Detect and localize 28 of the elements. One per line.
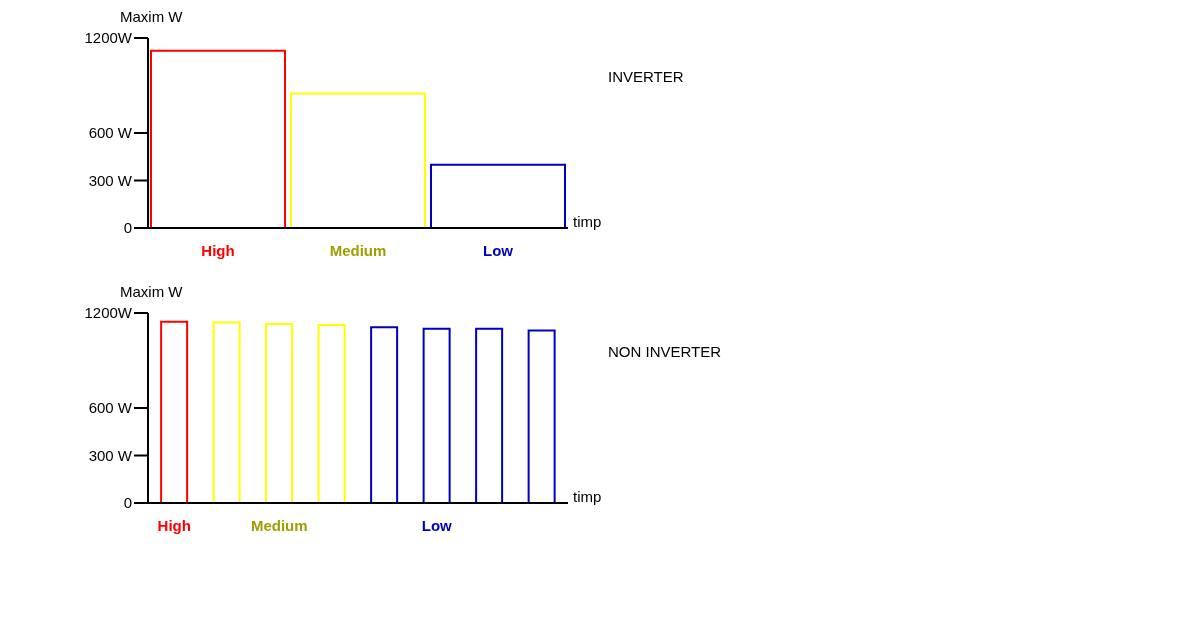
text: NON INVERTER: [608, 343, 722, 360]
y-tick-label: 600 W: [88, 124, 133, 141]
y-axis-title: Maxim W: [120, 8, 183, 25]
x-axis-title: timp: [573, 213, 602, 230]
y-tick-label: 300 W: [88, 446, 133, 464]
bar: [212, 321, 241, 503]
y-tick-label: 1200W: [84, 29, 133, 46]
text: INVERTER: [608, 68, 684, 85]
y-tick-label: 300 W: [88, 171, 133, 189]
x-tick-label: High: [157, 517, 191, 534]
bar: [160, 320, 189, 503]
x-tick-label: Medium: [329, 242, 387, 259]
x-tick-label: Low: [421, 517, 453, 534]
bar: [265, 323, 294, 503]
y-tick-label: 0: [123, 494, 132, 511]
y-axis-title: Maxim W: [120, 283, 183, 300]
y-tick-label: 600 W: [88, 399, 133, 416]
bar: [475, 327, 504, 503]
bar: [422, 327, 451, 503]
bar: [370, 326, 399, 503]
x-tick-label: Medium: [250, 517, 308, 534]
x-tick-label: High: [201, 242, 235, 259]
y-tick-label: 1200W: [84, 304, 133, 321]
x-axis-title: timp: [573, 488, 602, 505]
y-tick-label: 0: [123, 219, 132, 236]
bar: [317, 323, 346, 503]
bar: [527, 329, 556, 503]
x-tick-label: Low: [483, 242, 514, 259]
